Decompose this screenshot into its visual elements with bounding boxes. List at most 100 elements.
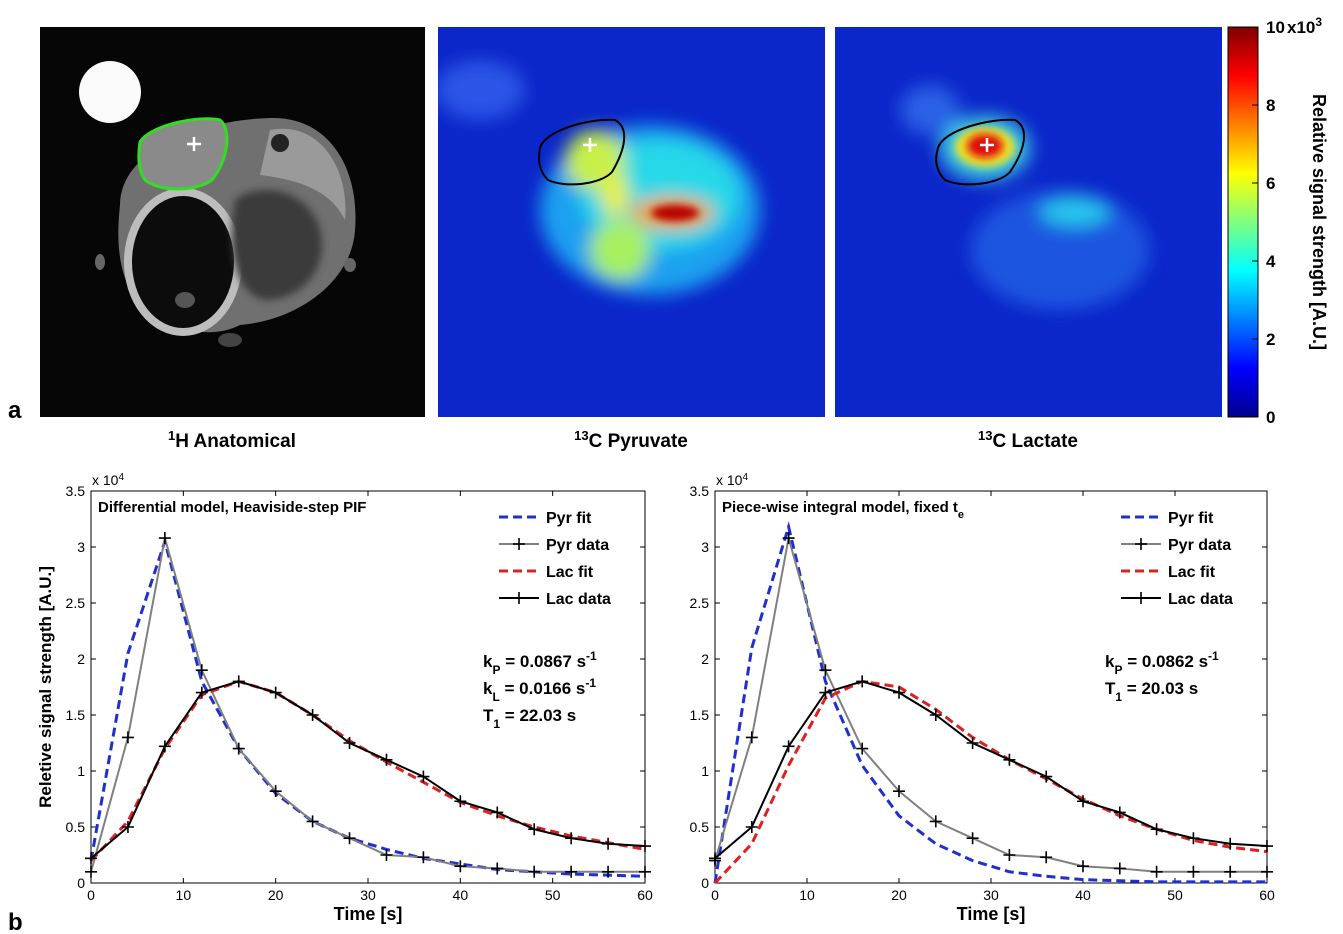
x-tick-label: 20 [268, 887, 284, 903]
data-marker [966, 832, 979, 845]
x-tick-label: 20 [891, 887, 907, 903]
series-line [90, 680, 646, 860]
data-marker [121, 731, 134, 744]
data-marker [856, 675, 869, 688]
data-marker [893, 785, 905, 798]
x-tick-label: 0 [87, 887, 95, 903]
data-marker [929, 815, 942, 828]
legend-marker [1135, 592, 1147, 604]
text-part: T [1105, 679, 1116, 698]
data-marker [380, 753, 393, 766]
text-part: = 0.0867 s [500, 652, 586, 671]
text-part: x10 [1287, 18, 1315, 37]
colorbar-tick-label: 6 [1266, 174, 1275, 193]
legend-label: Pyr data [546, 537, 609, 554]
colorbar-tick-label: 4 [1266, 252, 1276, 271]
data-marker [782, 532, 795, 545]
text-part: 13 [574, 428, 588, 443]
x-tick-label: 40 [1075, 887, 1091, 903]
x-tick-label: 60 [1259, 887, 1275, 903]
data-marker [1187, 832, 1200, 845]
x-tick-label: 40 [453, 887, 469, 903]
legend-marker [513, 592, 525, 604]
data-marker [85, 852, 97, 865]
text-part: C Pyruvate [589, 431, 688, 452]
series-line [89, 536, 646, 878]
colorbar-tick-label: 8 [1266, 96, 1275, 115]
data-marker [158, 532, 171, 545]
data-marker [528, 865, 541, 878]
y-tick-label: 0 [701, 875, 709, 891]
pyruvate-image [438, 27, 825, 417]
x-tick-label: 50 [545, 887, 561, 903]
series-line [714, 680, 1268, 860]
y-tick-label: 1.5 [66, 707, 86, 723]
panel-label: a [8, 397, 22, 424]
data-marker [121, 821, 134, 833]
data-marker [602, 865, 615, 878]
text-part: 13 [978, 428, 992, 443]
text-part: k [1105, 652, 1115, 671]
data-marker [602, 837, 615, 850]
data-marker [1003, 849, 1016, 861]
series-line [713, 679, 1268, 885]
text-part: 1 [168, 428, 175, 443]
colorbar-label: Relative signal strength [A.U.] [1309, 94, 1329, 350]
data-marker [85, 865, 97, 878]
y-tick-label: 0.5 [66, 819, 86, 835]
x-tick-label: 60 [637, 887, 653, 903]
text-part: -1 [585, 676, 596, 690]
colorbar-tick-label: 0 [1266, 408, 1275, 427]
annotation: kP = 0.0862 s-1 [1105, 649, 1219, 677]
data-marker [417, 851, 430, 864]
text-part: Piece-wise integral model, fixed t [722, 499, 958, 516]
data-marker [454, 860, 467, 873]
text-part: 1 [1115, 690, 1122, 704]
colorbar-tick-label: 2 [1266, 330, 1275, 349]
data-marker [819, 686, 832, 699]
x-tick-label: 30 [360, 887, 376, 903]
data-marker [380, 849, 393, 861]
text-part: = 22.03 s [500, 706, 576, 725]
data-marker [782, 740, 795, 753]
data-marker [417, 770, 430, 783]
data-marker [929, 709, 942, 721]
x-tick-label: 0 [711, 887, 719, 903]
series-line [713, 521, 1267, 884]
data-marker [1150, 823, 1163, 836]
axis-multiplier: x 104 [716, 472, 748, 489]
data-marker [1261, 840, 1273, 853]
annotation: T1 = 22.03 s [483, 706, 576, 731]
text-part: k [483, 652, 493, 671]
legend-label: Lac fit [1168, 564, 1216, 581]
series-line [89, 679, 646, 862]
data-marker [195, 664, 208, 677]
data-marker [1040, 770, 1053, 783]
text-part: L [492, 690, 499, 704]
anatomical-image [40, 27, 425, 417]
colorbar [1227, 26, 1259, 418]
data-marker [306, 709, 319, 721]
text-part: 3 [1315, 15, 1322, 29]
data-marker [1077, 860, 1089, 873]
y-tick-label: 0.5 [690, 819, 710, 835]
data-marker [1261, 865, 1273, 878]
data-marker [639, 865, 651, 878]
legend-label: Pyr fit [1168, 510, 1214, 527]
text-part: x 10 [716, 472, 743, 488]
data-marker [1224, 837, 1237, 850]
y-tick-label: 3.5 [690, 483, 710, 499]
colorbar-multiplier: x103 [1287, 15, 1322, 37]
annotation: kL = 0.0166 s-1 [483, 676, 596, 704]
data-marker [819, 664, 832, 677]
plot-area [714, 490, 1268, 884]
data-marker [1224, 865, 1237, 878]
data-marker [528, 823, 541, 836]
data-marker [454, 795, 467, 808]
panel-label: b [8, 909, 23, 934]
text-part: 1 [493, 717, 500, 731]
text-part: k [483, 679, 493, 698]
lactate-image [835, 27, 1222, 417]
text-part: P [1114, 663, 1122, 677]
series-line [90, 537, 645, 873]
